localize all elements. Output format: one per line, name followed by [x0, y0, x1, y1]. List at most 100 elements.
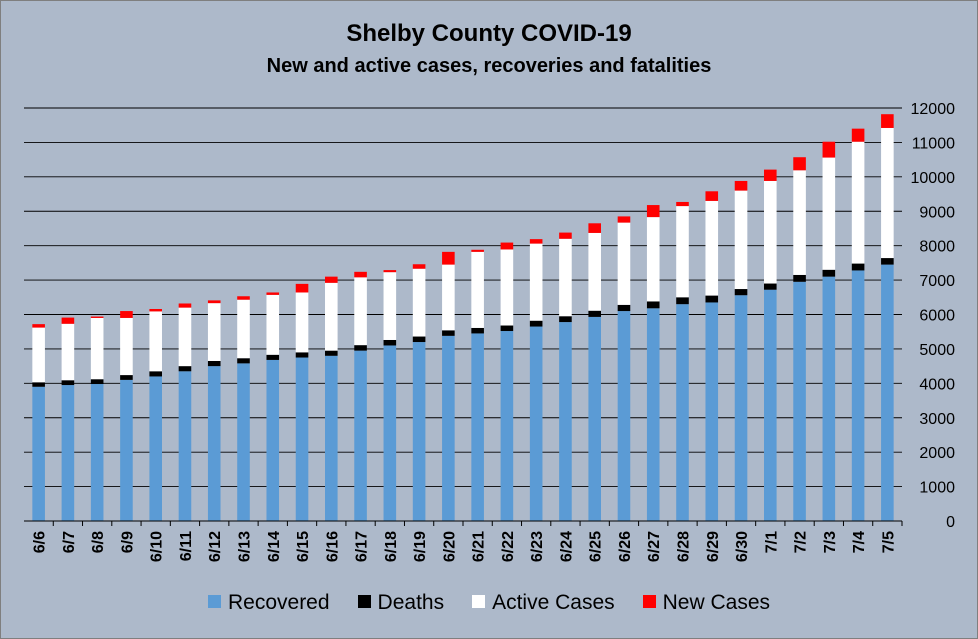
- bar-active-cases: [734, 190, 748, 290]
- x-tick-label: 7/5: [880, 531, 897, 553]
- bar-new-cases: [529, 239, 543, 244]
- x-tick-label: 6/11: [178, 531, 195, 561]
- x-tick-label: 6/25: [588, 531, 605, 562]
- bar-deaths: [90, 379, 104, 385]
- bar-new-cases: [676, 201, 689, 207]
- bar-new-cases: [32, 324, 45, 328]
- bar-active-cases: [559, 238, 572, 317]
- bar-new-cases: [851, 128, 865, 142]
- bar-active-cases: [383, 272, 397, 340]
- x-tick-label: 7/3: [822, 531, 839, 553]
- x-tick-label: 6/8: [90, 531, 107, 553]
- x-tick-label: 6/27: [646, 531, 663, 562]
- bar-active-cases: [442, 264, 455, 331]
- y-tick-label: 5000: [919, 342, 955, 359]
- bar-new-cases: [764, 169, 777, 181]
- bar-recovered: [237, 363, 250, 521]
- bar-new-cases: [559, 232, 572, 239]
- bar-active-cases: [705, 200, 719, 296]
- bar-recovered: [325, 355, 338, 521]
- bar-deaths: [559, 316, 572, 323]
- legend-swatch: [357, 595, 371, 608]
- legend-item: Deaths: [357, 591, 444, 615]
- bar-recovered: [61, 385, 75, 521]
- bar-new-cases: [61, 317, 75, 324]
- bar-active-cases: [471, 251, 484, 328]
- bar-active-cases: [354, 277, 367, 346]
- bar-new-cases: [266, 292, 280, 295]
- bar-deaths: [32, 382, 45, 387]
- legend-swatch: [642, 595, 656, 608]
- bar-deaths: [881, 258, 894, 265]
- axes: 0 1000 2000 3000 4000 5000 6000 7000 8000 9000 100…: [24, 101, 955, 562]
- bar-active-cases: [676, 206, 689, 298]
- bar-recovered: [266, 359, 280, 521]
- bar-stacks: [32, 114, 894, 521]
- bar-deaths: [764, 283, 777, 290]
- bar-deaths: [851, 263, 865, 271]
- bar-recovered: [588, 316, 601, 521]
- bar-recovered: [676, 304, 689, 521]
- bar-new-cases: [822, 141, 836, 158]
- bar-new-cases: [120, 311, 133, 318]
- bar-active-cases: [617, 222, 631, 305]
- legend-label: Active Cases: [492, 591, 615, 614]
- x-tick-label: 6/10: [149, 531, 166, 562]
- y-tick-label: 2000: [919, 445, 955, 462]
- x-tick-label: 6/13: [237, 531, 254, 562]
- x-tick-label: 6/29: [705, 531, 722, 562]
- x-tick-label: 6/12: [207, 531, 224, 562]
- bar-active-cases: [32, 327, 45, 383]
- bar-deaths: [61, 380, 75, 386]
- bar-active-cases: [178, 307, 192, 367]
- legend-item: New Cases: [642, 591, 770, 615]
- bar-active-cases: [237, 299, 250, 359]
- bar-recovered: [471, 333, 484, 521]
- bar-deaths: [295, 352, 309, 358]
- bar-recovered: [178, 371, 192, 521]
- bar-recovered: [149, 376, 162, 521]
- bar-recovered: [559, 322, 572, 521]
- legend-item: Active Cases: [472, 591, 615, 615]
- legend-label: Recovered: [227, 591, 330, 614]
- y-tick-label: 7000: [919, 273, 955, 290]
- bar-active-cases: [500, 249, 514, 326]
- y-tick-label: 11000: [912, 135, 955, 152]
- bar-active-cases: [120, 317, 133, 376]
- bar-deaths: [412, 336, 426, 343]
- y-tick-label: 9000: [919, 204, 955, 221]
- x-tick-label: 6/21: [471, 531, 488, 562]
- x-tick-label: 6/22: [500, 531, 517, 562]
- chart-subtitle: New and active cases, recoveries and fat…: [266, 55, 712, 77]
- x-tick-label: 7/2: [793, 531, 810, 553]
- x-tick-label: 6/18: [383, 531, 400, 562]
- x-tick-label: 6/30: [734, 531, 751, 562]
- x-tick-label: 6/23: [529, 531, 546, 562]
- bar-recovered: [500, 331, 514, 521]
- x-tick-label: 7/1: [763, 531, 780, 553]
- bar-recovered: [295, 357, 309, 521]
- bar-recovered: [354, 350, 367, 521]
- x-tick-label: 6/15: [295, 531, 312, 562]
- bar-recovered: [207, 366, 221, 521]
- bar-deaths: [646, 301, 660, 309]
- bar-new-cases: [354, 271, 367, 278]
- bar-deaths: [676, 297, 689, 305]
- bar-recovered: [617, 311, 631, 521]
- bar-new-cases: [412, 264, 426, 269]
- bar-active-cases: [529, 243, 543, 321]
- x-tick-label: 6/24: [558, 531, 575, 562]
- bar-recovered: [822, 276, 836, 521]
- bar-recovered: [32, 386, 45, 521]
- bar-active-cases: [793, 170, 806, 275]
- bar-new-cases: [295, 283, 309, 293]
- chart-title: Shelby County COVID-19: [346, 20, 632, 47]
- bar-new-cases: [793, 157, 806, 171]
- bar-recovered: [881, 264, 894, 521]
- bar-new-cases: [383, 270, 397, 273]
- bar-new-cases: [500, 242, 514, 250]
- bar-new-cases: [207, 300, 221, 304]
- y-tick-label: 10000: [911, 170, 956, 187]
